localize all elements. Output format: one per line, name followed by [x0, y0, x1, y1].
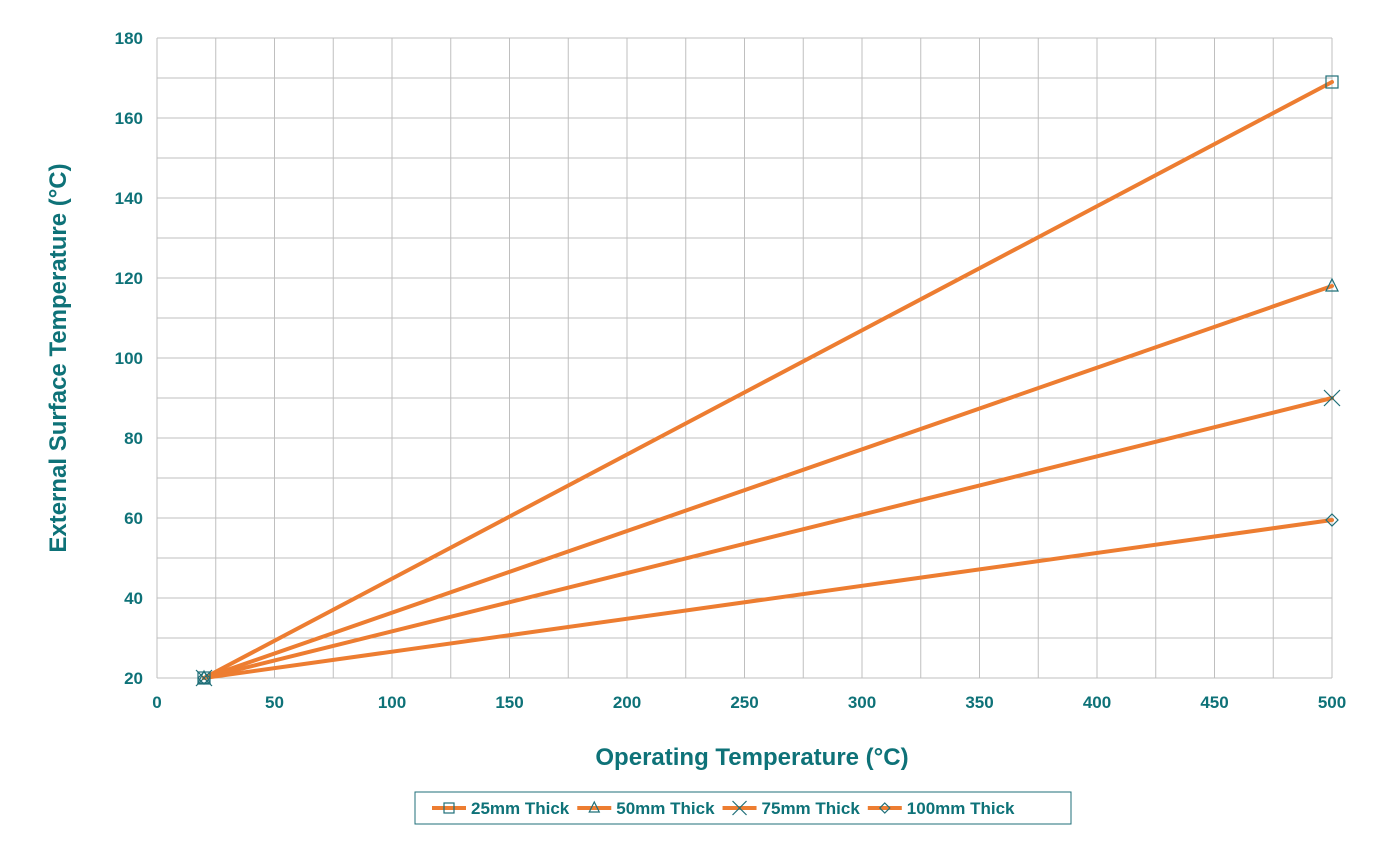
legend-label: 75mm Thick: [762, 799, 861, 818]
y-tick-label: 140: [115, 189, 143, 208]
legend-item: 75mm Thick: [722, 799, 861, 818]
tick-labels: 0 50 100 150 200 250 300 350 400 450 500 20 40 60 80 10…: [115, 29, 1347, 712]
legend-item: 50mm Thick: [577, 799, 715, 818]
series-line: [202, 80, 1334, 680]
legend-label: 50mm Thick: [616, 799, 715, 818]
x-tick-label: 100: [378, 693, 406, 712]
series-markers: [195, 75, 1341, 687]
marker-diamond: [878, 802, 891, 814]
x-tick-label: 350: [965, 693, 993, 712]
legend-item: 25mm Thick: [432, 799, 570, 818]
y-tick-label: 60: [124, 509, 143, 528]
marker-diamond: [1325, 513, 1339, 527]
marker-triangle: [1325, 277, 1339, 292]
y-tick-label: 40: [124, 589, 143, 608]
legend-item: 100mm Thick: [867, 799, 1015, 818]
y-tick-label: 180: [115, 29, 143, 48]
y-tick-label: 100: [115, 349, 143, 368]
series-line: [202, 284, 1334, 680]
marker-triangle: [197, 669, 211, 684]
x-tick-label: 200: [613, 693, 641, 712]
x-tick-label: 250: [730, 693, 758, 712]
x-tick-label: 300: [848, 693, 876, 712]
x-tick-label: 50: [265, 693, 284, 712]
marker-triangle: [588, 800, 601, 813]
marker-x: [732, 800, 747, 816]
marker-square: [1325, 75, 1339, 89]
x-axis-title: Operating Temperature (°C): [595, 744, 908, 771]
marker-square: [443, 802, 455, 814]
marker-x: [1323, 389, 1341, 407]
y-tick-label: 160: [115, 109, 143, 128]
x-tick-label: 500: [1318, 693, 1346, 712]
legend-label: 100mm Thick: [907, 799, 1015, 818]
legend: 25mm Thick 50mm Thick 75mm Thick 100mm Thic…: [414, 791, 1072, 825]
x-tick-label: 150: [495, 693, 523, 712]
y-axis-title: External Surface Temperature (°C): [45, 163, 72, 552]
y-tick-label: 80: [124, 429, 143, 448]
marker-x: [195, 669, 213, 687]
x-tick-label: 0: [152, 693, 161, 712]
x-tick-label: 450: [1200, 693, 1228, 712]
series-line: [202, 518, 1334, 680]
series-lines: [202, 80, 1334, 680]
legend-label: 25mm Thick: [471, 799, 570, 818]
marker-diamond: [197, 671, 211, 685]
y-tick-label: 120: [115, 269, 143, 288]
x-tick-label: 400: [1083, 693, 1111, 712]
series-line: [202, 396, 1334, 680]
grid: [156, 37, 1333, 679]
y-tick-label: 20: [124, 669, 143, 688]
